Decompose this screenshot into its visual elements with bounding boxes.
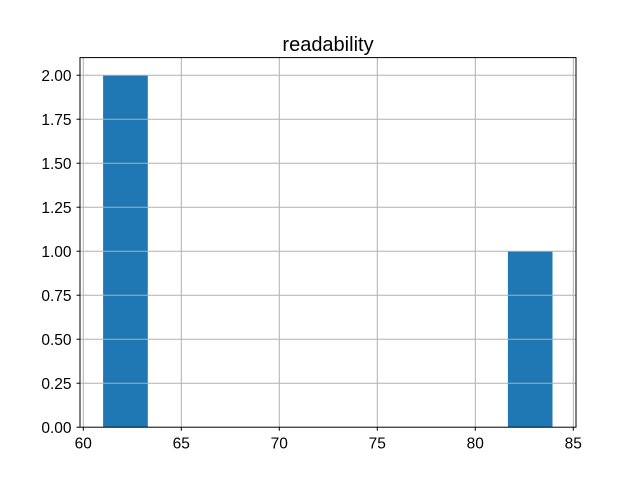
- svg-text:70: 70: [271, 435, 289, 452]
- svg-text:1.00: 1.00: [41, 244, 72, 261]
- svg-text:1.50: 1.50: [41, 156, 72, 173]
- svg-text:65: 65: [173, 435, 190, 452]
- svg-text:1.25: 1.25: [41, 200, 71, 217]
- svg-text:0.00: 0.00: [41, 420, 72, 437]
- svg-text:85: 85: [565, 435, 582, 452]
- svg-text:0.25: 0.25: [41, 376, 71, 393]
- svg-text:80: 80: [467, 435, 485, 452]
- svg-text:0.75: 0.75: [41, 288, 71, 305]
- svg-text:readability: readability: [282, 34, 373, 56]
- svg-text:60: 60: [75, 435, 93, 452]
- svg-text:75: 75: [369, 435, 386, 452]
- svg-text:1.75: 1.75: [41, 112, 71, 129]
- svg-text:0.50: 0.50: [41, 332, 72, 349]
- svg-text:2.00: 2.00: [41, 68, 72, 85]
